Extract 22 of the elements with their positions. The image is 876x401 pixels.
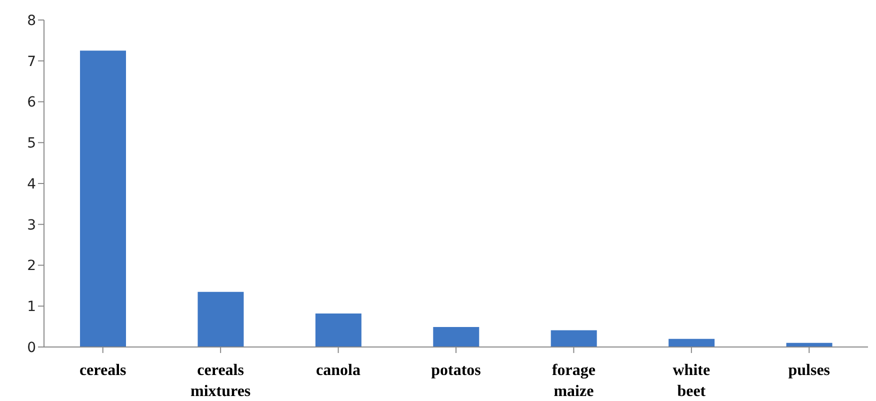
y-tick-label: 6	[27, 94, 36, 111]
x-tick-label: pulses	[788, 362, 830, 379]
x-tick-label: cereals mixtures	[190, 362, 251, 400]
y-tick-label: 8	[27, 12, 36, 29]
bar	[550, 330, 597, 347]
y-tick-label: 3	[27, 217, 36, 234]
y-tick-label: 2	[27, 258, 36, 274]
x-tick-label: potatos	[431, 362, 481, 379]
bar	[668, 338, 715, 347]
y-tick-label: 5	[27, 136, 36, 152]
x-tick-label: cereals	[79, 362, 126, 379]
x-tick-label: canola	[316, 362, 361, 379]
y-tick-label: 4	[27, 176, 36, 192]
bar	[80, 50, 126, 347]
x-tick-label: white beet	[672, 362, 710, 400]
bar	[198, 292, 244, 347]
x-tick-label: forage maize	[552, 362, 596, 400]
y-tick-label: 7	[27, 54, 36, 70]
y-tick-label: 1	[27, 299, 36, 316]
bar	[433, 326, 480, 347]
bar	[315, 313, 362, 347]
y-tick-label: 0	[27, 340, 36, 356]
